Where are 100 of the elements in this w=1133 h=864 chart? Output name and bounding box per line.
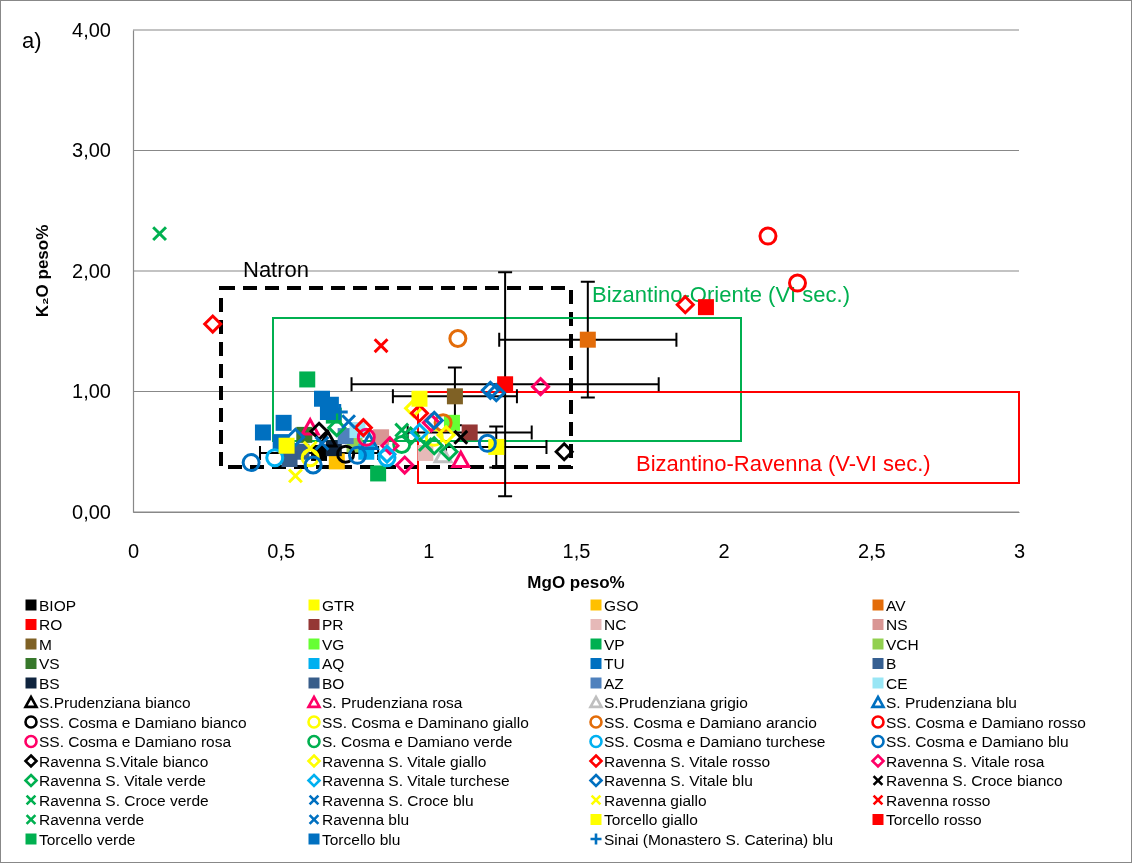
legend-label: Sinai (Monastero S. Caterina) blu — [604, 830, 834, 848]
point — [395, 455, 415, 475]
point — [265, 448, 285, 468]
y-tick-label: 4,00 — [72, 18, 111, 41]
legend-label: VS — [39, 655, 60, 672]
legend-label: VG — [322, 635, 345, 653]
legend-label: SS. Cosma e Damiano rosa — [39, 733, 232, 750]
x-tick-label: 3 — [1013, 540, 1026, 563]
point — [275, 414, 292, 431]
legend-label: GTR — [322, 596, 355, 614]
legend-label: SS. Cosma e Damiano blu — [886, 733, 1069, 750]
legend-label: AZ — [604, 674, 624, 692]
legend-label: VP — [604, 635, 625, 653]
legend-label: Torcello verde — [39, 830, 136, 848]
point — [446, 388, 463, 405]
point — [477, 433, 497, 453]
point — [417, 436, 434, 453]
legend-label: Ravenna S. Vitale turchese — [322, 772, 510, 789]
legend-label: SS. Cosma e Damiano rosso — [886, 713, 1086, 731]
legend-label: S. Prudenziana blu — [886, 694, 1017, 711]
legend-label: AV — [886, 596, 907, 614]
text: a) — [22, 28, 42, 53]
legend-label: BO — [322, 674, 345, 692]
legend-label: Ravenna S. Croce blu — [322, 791, 474, 809]
legend-label: BS — [39, 674, 60, 692]
legend-label: Ravenna S. Vitale rosa — [886, 752, 1045, 770]
point — [452, 429, 469, 446]
point — [554, 442, 574, 462]
x-tick-label: 1 — [423, 540, 435, 563]
y-tick-label: 1,00 — [72, 380, 111, 403]
legend-label: Torcello giallo — [604, 811, 698, 828]
legend-label: NC — [604, 616, 627, 633]
legend-label: S. Cosma e Damiano verde — [322, 733, 513, 750]
legend-label: Torcello rosso — [886, 811, 982, 828]
point — [340, 413, 357, 430]
x-tick-label: 0 — [127, 540, 140, 563]
point — [531, 377, 551, 397]
point — [373, 337, 389, 354]
point — [370, 465, 387, 482]
legend-label: PR — [322, 616, 344, 633]
legend-label: Ravenna S. Vitale blu — [604, 772, 753, 789]
legend-label: AQ — [322, 655, 345, 672]
point — [353, 418, 373, 438]
annotation: Natron — [243, 257, 310, 282]
point — [451, 450, 471, 469]
x-tick-label: 0,5 — [267, 540, 296, 563]
legend-label: S.Prudenziana bianco — [39, 694, 191, 711]
legend-label: Ravenna S. Croce verde — [39, 791, 209, 809]
legend-label: SS. Cosma e Daminano giallo — [322, 713, 529, 731]
x-tick-label: 1,5 — [562, 540, 591, 563]
point — [409, 422, 429, 442]
point — [287, 467, 304, 484]
legend-label: CE — [886, 674, 908, 692]
legend-label: Ravenna S. Vitale verde — [39, 772, 206, 789]
x-tick-label: 2 — [718, 540, 730, 563]
point — [393, 422, 410, 438]
point — [302, 440, 319, 457]
legend-label: Ravenna S. Vitale rosso — [604, 752, 771, 770]
point — [486, 383, 506, 403]
point — [303, 455, 323, 475]
annotation: Bizantino-Ravenna (V-VI sec.) — [636, 451, 931, 476]
legend-label: GSO — [604, 596, 639, 614]
point — [480, 380, 500, 400]
annotation: Bizantino-Oriente (VI sec.) — [592, 282, 850, 307]
point — [241, 453, 261, 473]
legend-label: RO — [39, 616, 63, 633]
x-tick-label: 2,5 — [857, 540, 886, 563]
legend-label: Ravenna S.Vitale bianco — [39, 752, 209, 770]
legend-label: SS. Cosma e Damiano bianco — [39, 713, 247, 731]
legend-label: TU — [604, 655, 625, 672]
legend-label: BIOP — [39, 596, 77, 614]
point — [758, 226, 778, 246]
point — [579, 331, 596, 348]
point — [151, 225, 168, 242]
point — [299, 371, 316, 388]
legend-label: Ravenna giallo — [604, 791, 707, 809]
y-axis-title: K₂O peso% — [33, 224, 52, 318]
legend-label: M — [39, 635, 52, 653]
legend-label: SS. Cosma e Damiano arancio — [604, 713, 817, 731]
point — [439, 442, 459, 462]
legend-label: VCH — [886, 635, 919, 653]
legend-label: Torcello blu — [322, 830, 401, 848]
y-tick-label: 2,00 — [72, 259, 111, 282]
point — [203, 314, 223, 334]
legend-label: S. Prudenziana rosa — [322, 694, 463, 711]
legend-label: Ravenna verde — [39, 811, 145, 828]
point — [285, 427, 305, 447]
point — [436, 425, 456, 445]
legend-label: Ravenna S. Vitale giallo — [322, 752, 487, 770]
point — [254, 424, 271, 441]
point — [314, 435, 330, 452]
legend-label: SS. Cosma e Damiano turchese — [604, 733, 826, 750]
legend-label: S.Prudenziana grigio — [604, 694, 748, 711]
legend-label: Ravenna blu — [322, 811, 410, 828]
legend-label: Ravenna S. Croce bianco — [886, 772, 1063, 789]
point — [347, 445, 367, 465]
point — [278, 437, 295, 454]
point — [448, 329, 468, 348]
legend-label: NS — [886, 616, 908, 633]
y-tick-label: 3,00 — [72, 139, 111, 162]
